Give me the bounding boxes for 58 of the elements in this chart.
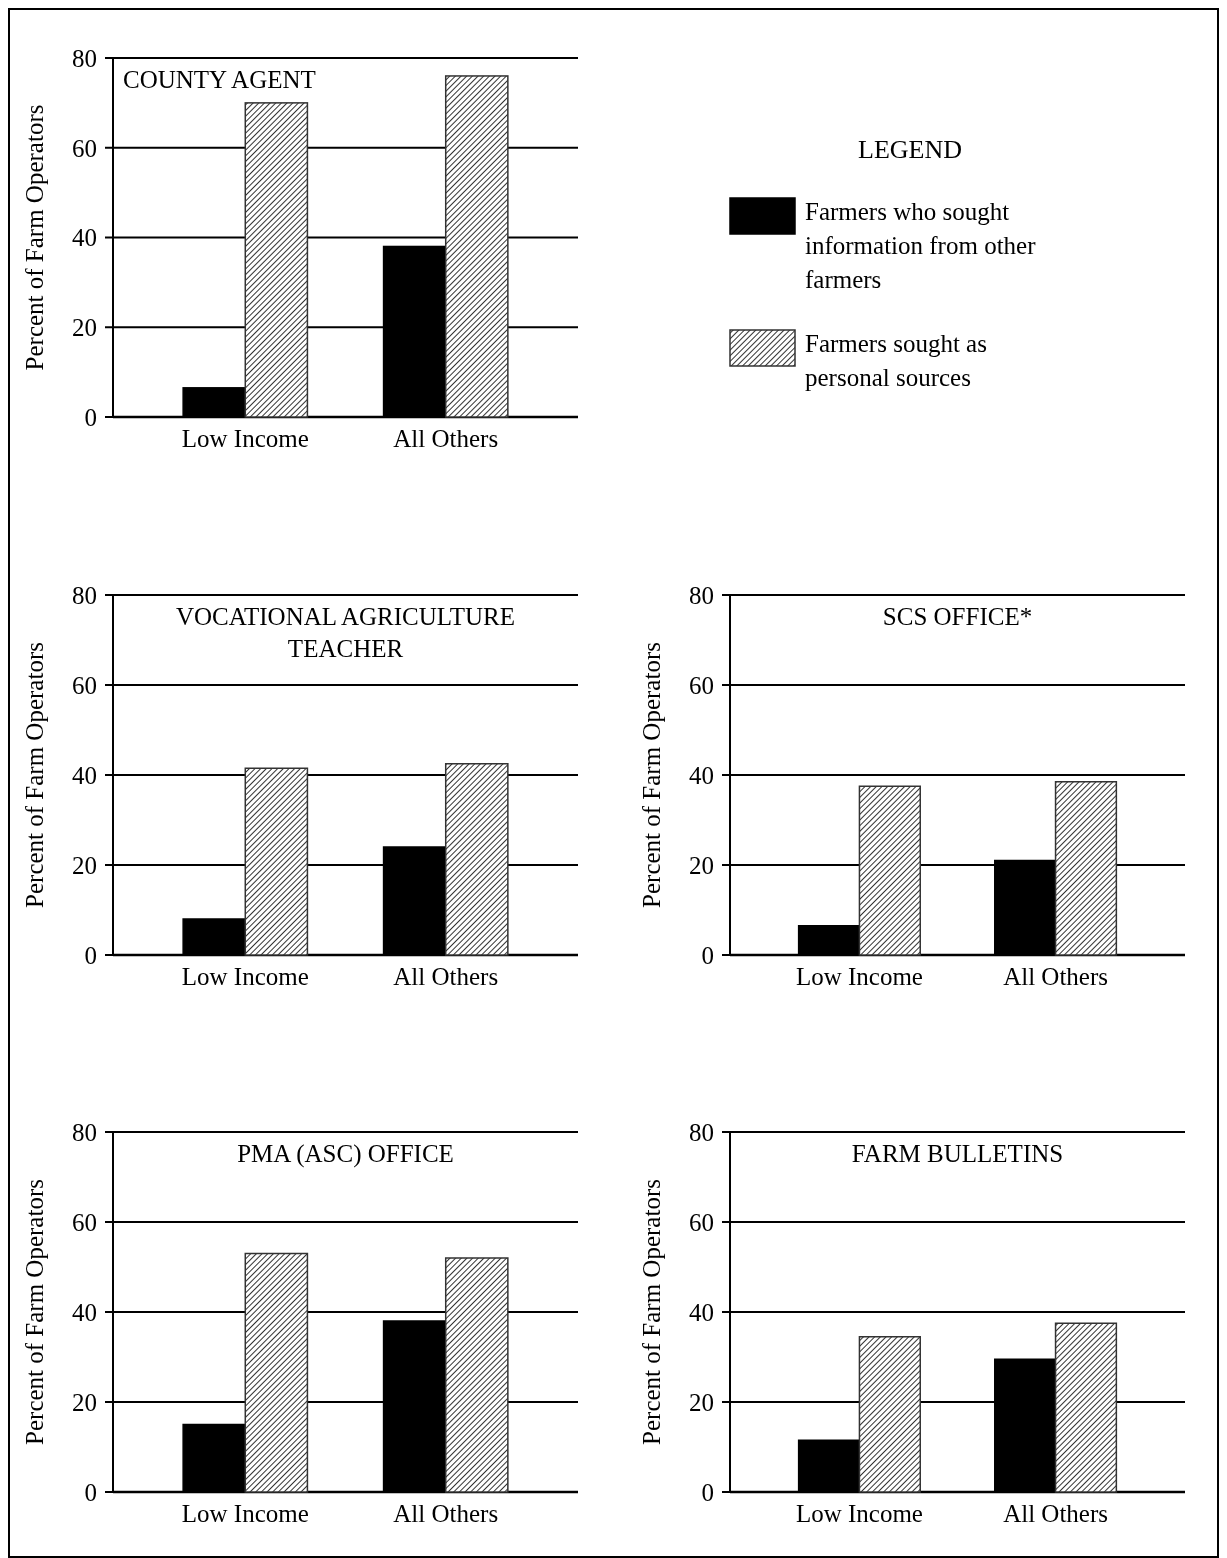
bar xyxy=(858,785,921,956)
y-tick-label: 60 xyxy=(689,1208,714,1236)
y-tick-label: 80 xyxy=(72,1118,97,1146)
chart-title: COUNTY AGENT xyxy=(123,66,316,93)
y-tick-label: 60 xyxy=(689,671,714,699)
y-tick-label: 20 xyxy=(72,314,97,341)
bar xyxy=(244,102,309,418)
bar xyxy=(444,763,509,956)
x-tick-label: Low Income xyxy=(181,963,309,990)
x-tick-label: All Others xyxy=(1003,963,1108,990)
y-tick-label: 60 xyxy=(72,1208,97,1236)
y-axis-title: Percent of Farm Operators xyxy=(21,1179,48,1445)
x-tick-label: All Others xyxy=(1003,1500,1108,1527)
bar xyxy=(1054,781,1118,956)
y-axis-title: Percent of Farm Operators xyxy=(21,104,48,371)
y-axis-title: Percent of Farm Operators xyxy=(21,642,48,908)
chart-title: PMA (ASC) OFFICE xyxy=(237,1140,454,1168)
y-tick-label: 20 xyxy=(72,851,97,879)
y-axis-title: Percent of Farm Operators xyxy=(638,642,665,908)
y-tick-label: 60 xyxy=(72,671,97,699)
y-tick-label: 40 xyxy=(72,1298,97,1326)
bar xyxy=(858,1336,921,1493)
x-tick-label: Low Income xyxy=(795,963,923,990)
y-tick-label: 0 xyxy=(701,941,714,969)
y-tick-label: 0 xyxy=(84,941,97,969)
x-tick-label: Low Income xyxy=(181,425,309,452)
bar xyxy=(444,75,509,418)
y-tick-label: 60 xyxy=(72,134,97,162)
y-tick-label: 80 xyxy=(72,581,97,609)
y-tick-label: 80 xyxy=(689,581,714,609)
y-tick-label: 0 xyxy=(701,1478,714,1506)
legend-label: Farmers who sought information from other farmers xyxy=(805,198,1037,293)
chart-title: SCS OFFICE* xyxy=(882,603,1033,630)
y-tick-label: 20 xyxy=(72,1388,97,1416)
legend-label: Farmers sought as personal sources xyxy=(805,330,987,391)
legend-title: LEGEND xyxy=(858,135,962,164)
y-tick-label: 0 xyxy=(84,403,97,431)
x-tick-label: All Others xyxy=(393,1500,499,1527)
x-tick-label: Low Income xyxy=(181,1500,309,1527)
x-tick-label: All Others xyxy=(393,425,499,452)
bar xyxy=(444,1257,509,1493)
y-tick-label: 0 xyxy=(84,1478,97,1506)
bar xyxy=(244,767,309,956)
y-tick-label: 20 xyxy=(689,851,714,879)
y-axis-title: Percent of Farm Operators xyxy=(638,1179,665,1445)
y-tick-label: 40 xyxy=(72,761,97,789)
y-tick-label: 80 xyxy=(689,1118,714,1146)
bar xyxy=(1054,1322,1118,1493)
y-tick-label: 80 xyxy=(72,44,97,72)
y-tick-label: 20 xyxy=(689,1388,714,1416)
y-tick-label: 40 xyxy=(689,1298,714,1326)
y-tick-label: 40 xyxy=(689,761,714,789)
y-tick-label: 40 xyxy=(72,224,97,252)
x-tick-label: Low Income xyxy=(795,1500,923,1527)
x-tick-label: All Others xyxy=(393,963,499,990)
chart-title: FARM BULLETINS xyxy=(851,1140,1064,1167)
text: VOCATIONAL AGRICULTURE TEACHER xyxy=(175,603,516,662)
bar xyxy=(244,1252,309,1493)
